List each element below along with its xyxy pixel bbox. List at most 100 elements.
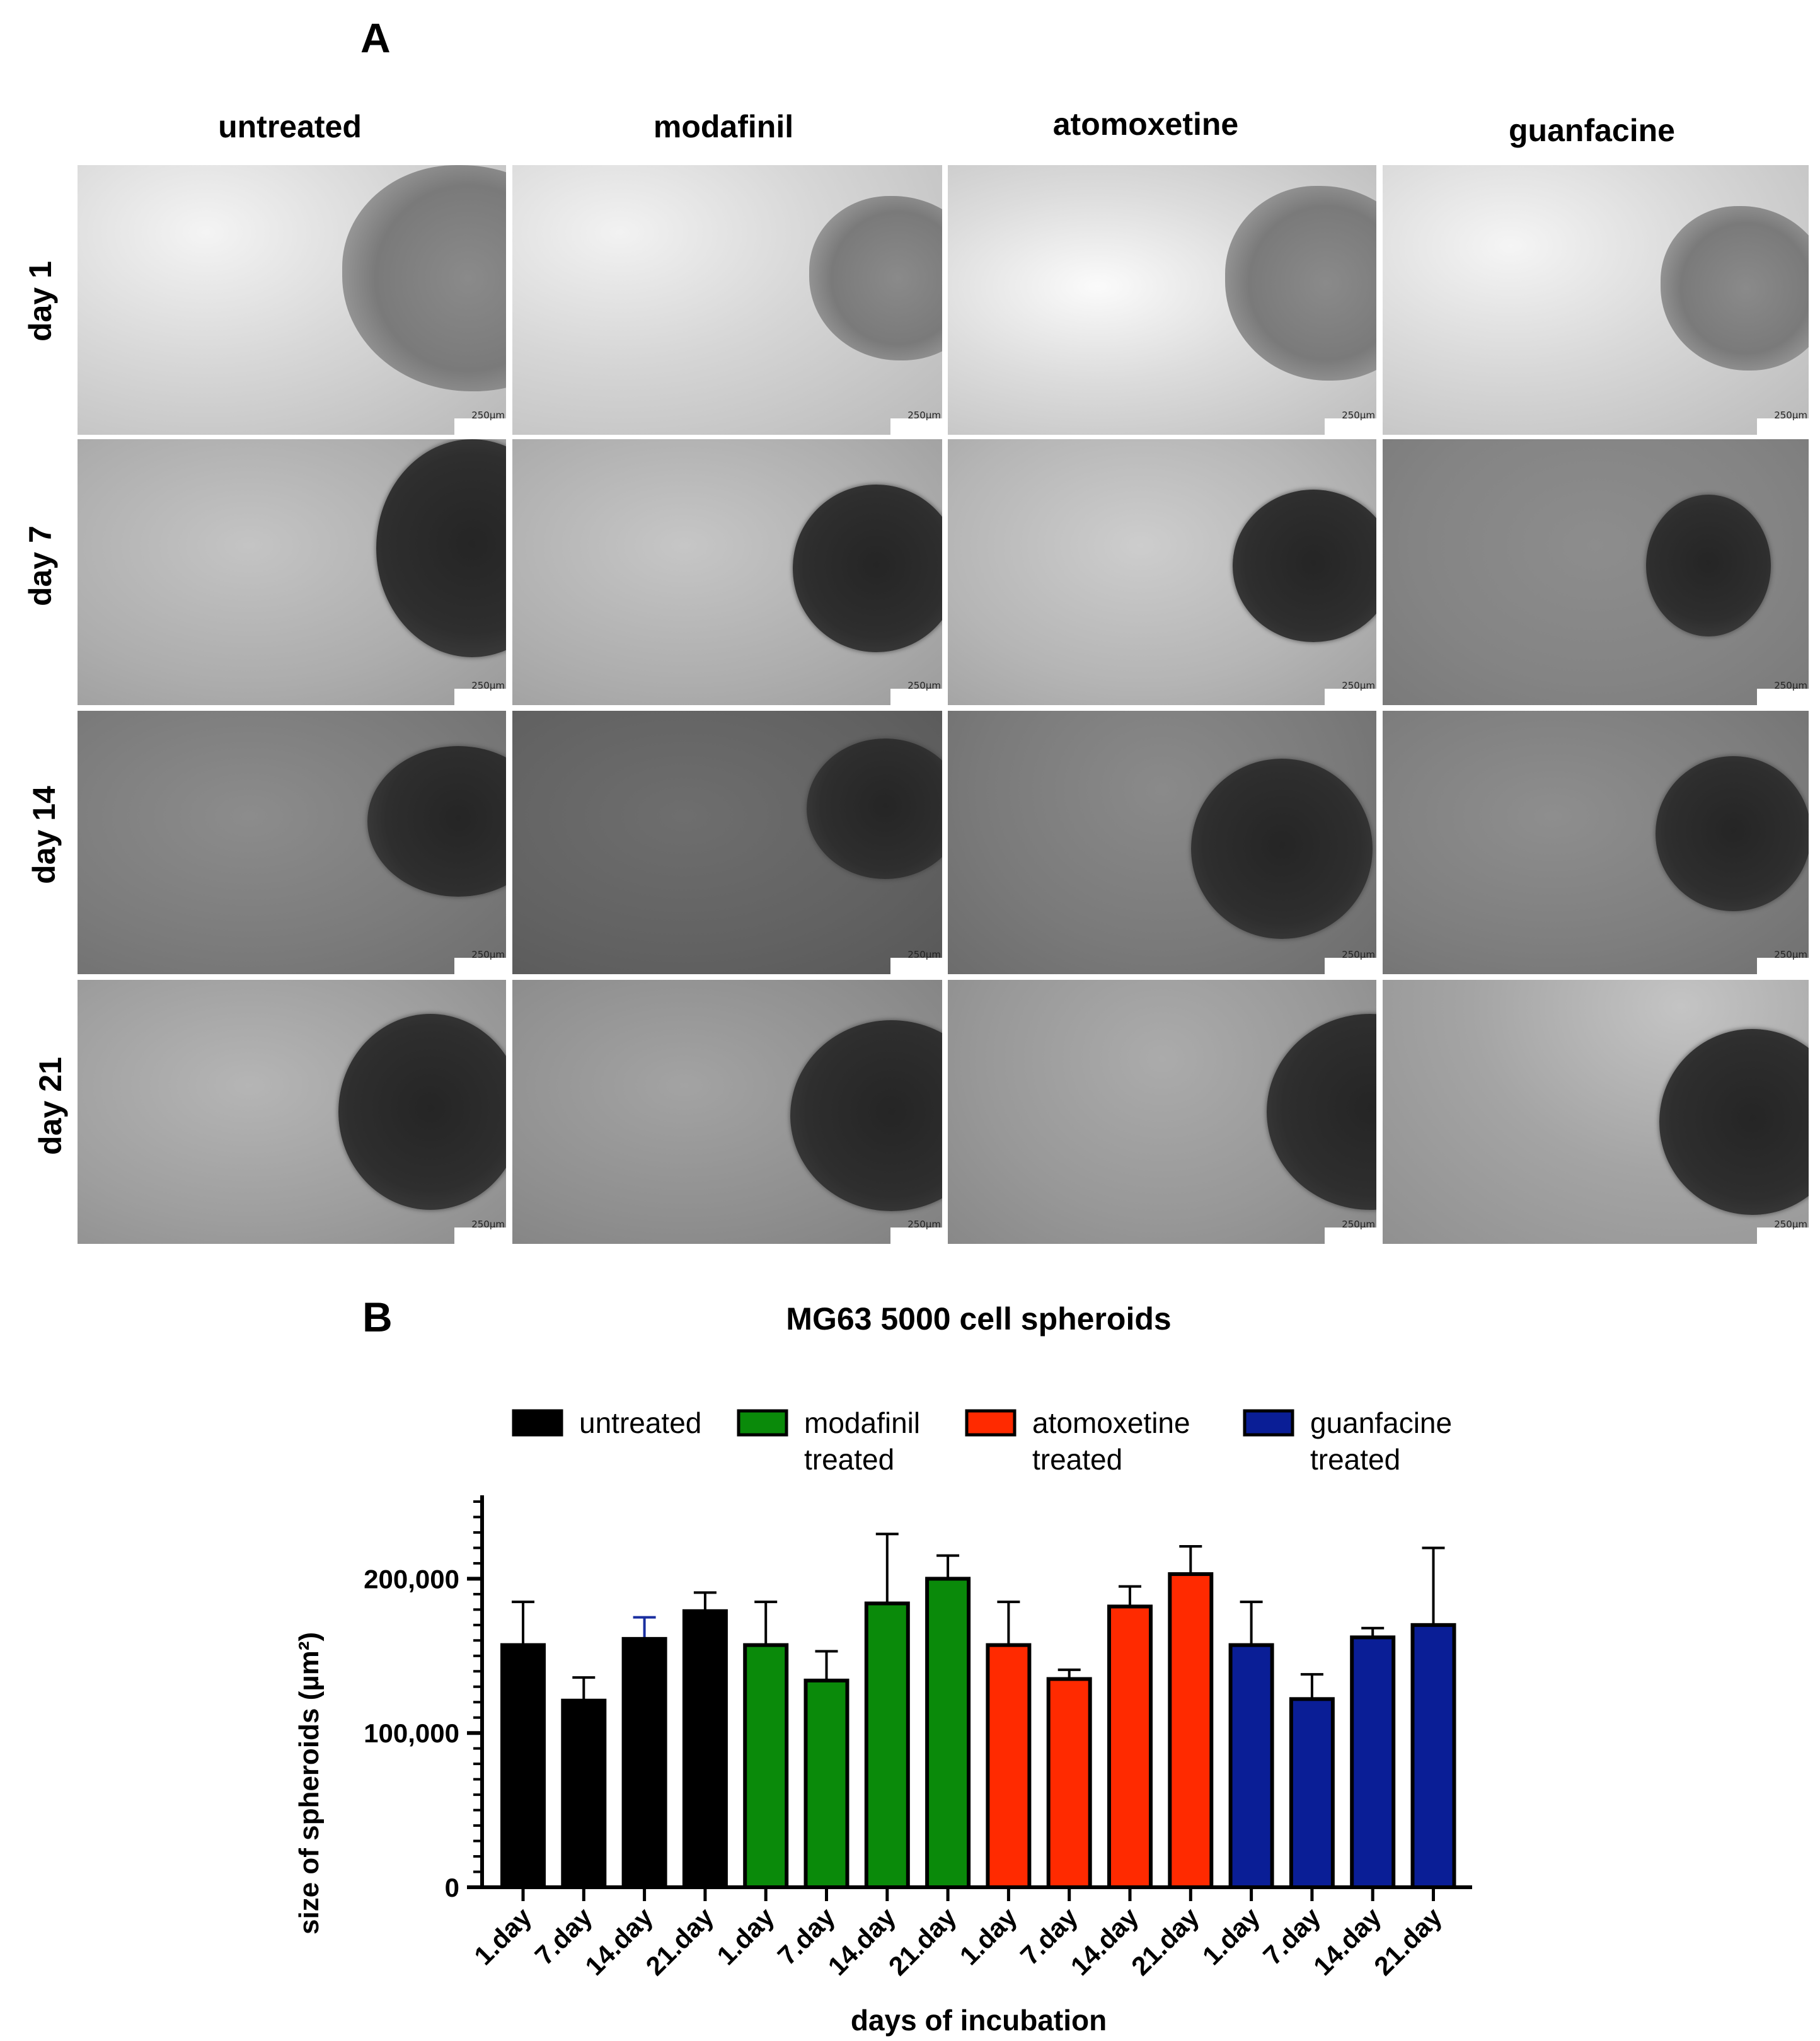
bar-untreated-21.day (682, 1609, 728, 1889)
scale-bar (1325, 689, 1376, 705)
scale-bar-label: 250µm (1342, 1219, 1375, 1230)
x-tick-label: 21.day (640, 1902, 720, 1981)
x-tick-labels: 1.day7.day14.day21.day1.day7.day14.day21… (468, 1887, 1448, 1981)
panel-b-letter: B (362, 1294, 393, 1340)
micrograph-guanfacine-day-1: 250µm (1383, 165, 1809, 435)
micrograph-atomoxetine-day-14: 250µm (948, 711, 1376, 974)
scale-bar (1325, 1227, 1376, 1244)
row-label-day-7: day 7 (23, 526, 58, 606)
legend-swatch (512, 1409, 563, 1437)
x-tick-label: 21.day (1126, 1902, 1205, 1981)
spheroid-image (1233, 490, 1376, 642)
scale-bar (454, 418, 506, 435)
x-tick-label: 1.day (468, 1902, 538, 1971)
micrograph-modafinil-day-14: 250µm (512, 711, 942, 974)
legend-label: modafinil treated (804, 1406, 920, 1476)
chart-title: MG63 5000 cell spheroids (786, 1301, 1171, 1337)
scale-bar (890, 418, 942, 435)
bar-untreated-7.day (561, 1698, 607, 1889)
micrograph-untreated-day-1: 250µm (78, 165, 506, 435)
bar-untreated-1.day (500, 1643, 546, 1889)
bar-guanfacine-14.day (1350, 1635, 1396, 1889)
scale-bar-label: 250µm (907, 949, 941, 960)
scale-bar (1325, 958, 1376, 974)
x-tick-label: 1.day (954, 1902, 1023, 1971)
scale-bar-label: 250µm (471, 949, 505, 960)
chart-legend: untreated modafinil treated atomoxetine trea… (512, 1406, 1452, 1476)
scale-bar-label: 250µm (1342, 680, 1375, 691)
bar-guanfacine-21.day (1410, 1623, 1456, 1890)
scale-bar-label: 250µm (471, 410, 505, 421)
micrograph-atomoxetine-day-1: 250µm (948, 165, 1376, 435)
x-tick-label: 14.day (1065, 1902, 1144, 1981)
bar-modafinil-7.day (803, 1678, 850, 1890)
legend-swatch (965, 1409, 1017, 1437)
scale-bar-label: 250µm (1342, 410, 1375, 421)
y-tick-label: 100,000 (364, 1718, 459, 1748)
bar-modafinil-1.day (743, 1643, 789, 1889)
micrograph-guanfacine-day-21: 250µm (1383, 980, 1809, 1244)
spheroid-image (1656, 756, 1809, 912)
x-tick-label: 1.day (1197, 1902, 1266, 1971)
scale-bar (454, 689, 506, 705)
x-tick-label: 1.day (711, 1902, 780, 1971)
row-label-day-1: day 1 (23, 261, 58, 342)
legend-swatch (737, 1409, 788, 1437)
x-tick-label: 14.day (579, 1902, 659, 1981)
micrograph-atomoxetine-day-21: 250µm (948, 980, 1376, 1244)
bar-untreated-14.day (621, 1636, 667, 1889)
y-tick-label: 200,000 (364, 1564, 459, 1594)
spheroid-image (1661, 206, 1809, 371)
bar-modafinil-14.day (864, 1601, 910, 1889)
row-label-day-14: day 14 (26, 786, 62, 884)
column-label-modafinil: modafinil (653, 109, 794, 144)
scale-bar-label: 250µm (907, 680, 941, 691)
scale-bar (1757, 1227, 1809, 1244)
legend-label: untreated (579, 1406, 701, 1439)
micrograph-guanfacine-day-7: 250µm (1383, 439, 1809, 705)
scale-bar-label: 250µm (1774, 949, 1807, 960)
spheroid-image (793, 485, 942, 652)
row-label-day-21: day 21 (33, 1057, 68, 1155)
scale-bar (1757, 689, 1809, 705)
bar-atomoxetine-1.day (986, 1643, 1032, 1889)
scale-bar (454, 958, 506, 974)
x-tick-label: 21.day (1368, 1902, 1448, 1981)
micrograph-untreated-day-21: 250µm (78, 980, 506, 1244)
x-tick-label: 14.day (822, 1902, 901, 1981)
x-tick-label: 21.day (883, 1902, 962, 1981)
scale-bar-label: 250µm (471, 680, 505, 691)
scale-bar (1757, 418, 1809, 435)
column-label-atomoxetine: atomoxetine (1052, 106, 1239, 142)
bar-atomoxetine-21.day (1168, 1572, 1214, 1889)
legend-swatch (1243, 1409, 1294, 1437)
panel-a-letter: A (360, 14, 391, 61)
scale-bar (454, 1227, 506, 1244)
spheroid-image (807, 738, 942, 879)
legend-label: atomoxetine treated (1032, 1406, 1190, 1476)
scale-bar-label: 250µm (1342, 949, 1375, 960)
bar-guanfacine-1.day (1228, 1643, 1274, 1889)
scale-bar (890, 689, 942, 705)
x-tick-label: 14.day (1308, 1902, 1387, 1981)
micrograph-atomoxetine-day-7: 250µm (948, 439, 1376, 705)
scale-bar (1325, 418, 1376, 435)
legend-label: guanfacine treated (1310, 1406, 1452, 1476)
scale-bar-label: 250µm (471, 1219, 505, 1230)
spheroid-image (1659, 1028, 1809, 1216)
y-axis-label: size of spheroids (µm²) (294, 1632, 325, 1935)
scale-bar-label: 250µm (907, 410, 941, 421)
column-label-guanfacine: guanfacine (1509, 113, 1675, 148)
scale-bar-label: 250µm (1774, 680, 1807, 691)
scale-bar (1757, 958, 1809, 974)
micrograph-modafinil-day-1: 250µm (512, 165, 942, 435)
scale-bar-label: 250µm (1774, 1219, 1807, 1230)
x-axis-label: days of incubation (851, 2004, 1107, 2037)
scale-bar (890, 1227, 942, 1244)
micrograph-guanfacine-day-14: 250µm (1383, 711, 1809, 974)
y-tick-label: 0 (445, 1873, 459, 1902)
micrograph-untreated-day-14: 250µm (78, 711, 506, 974)
column-label-untreated: untreated (218, 109, 362, 144)
bar-atomoxetine-7.day (1046, 1677, 1092, 1890)
spheroid-image (367, 745, 506, 897)
